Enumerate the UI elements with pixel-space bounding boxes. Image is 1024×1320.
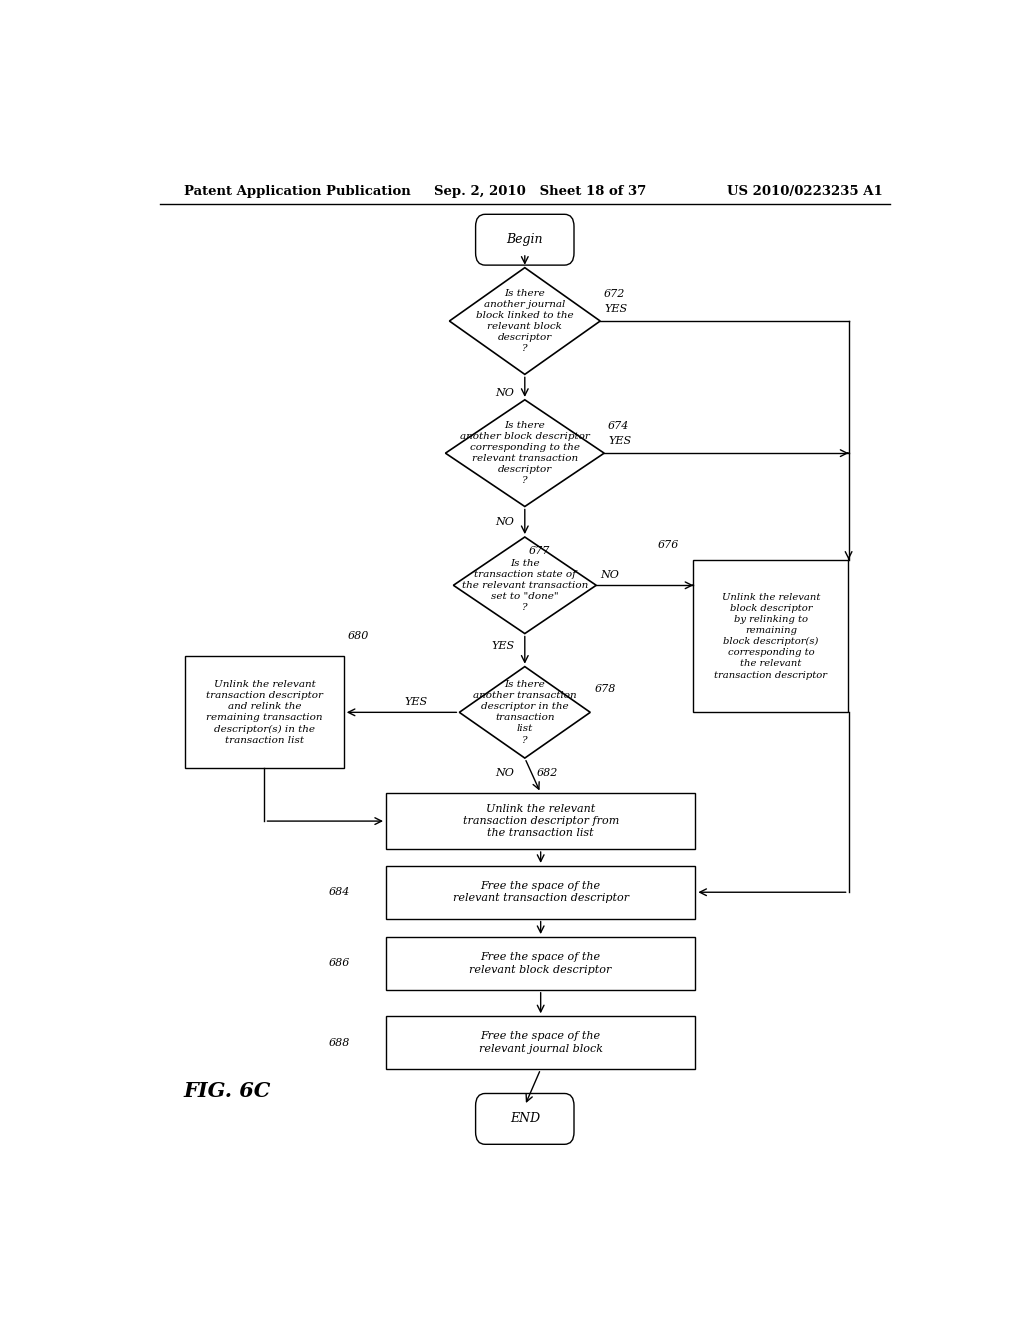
Text: Free the space of the
relevant block descriptor: Free the space of the relevant block des… [469, 952, 612, 974]
Text: 676: 676 [657, 540, 679, 549]
Text: 678: 678 [594, 685, 615, 694]
Text: YES: YES [604, 304, 628, 314]
Bar [386, 866, 695, 919]
FancyBboxPatch shape [475, 1093, 574, 1144]
Bar [185, 656, 344, 768]
Text: FIG. 6C: FIG. 6C [183, 1081, 271, 1101]
Text: Is there
another transaction
descriptor in the
transaction
list
?: Is there another transaction descriptor … [473, 680, 577, 744]
Text: 686: 686 [329, 958, 350, 969]
Text: US 2010/0223235 A1: US 2010/0223235 A1 [727, 185, 883, 198]
Text: Unlink the relevant
transaction descriptor
and relink the
remaining transaction
: Unlink the relevant transaction descript… [206, 680, 323, 744]
Text: Is there
another block descriptor
corresponding to the
relevant transaction
desc: Is there another block descriptor corres… [460, 421, 590, 486]
Polygon shape [445, 400, 604, 507]
Text: Free the space of the
relevant journal block: Free the space of the relevant journal b… [478, 1031, 603, 1053]
Text: Is there
another journal
block linked to the
relevant block
descriptor
?: Is there another journal block linked to… [476, 289, 573, 354]
Text: 680: 680 [348, 631, 370, 642]
Text: Free the space of the
relevant transaction descriptor: Free the space of the relevant transacti… [453, 880, 629, 903]
Text: Unlink the relevant
block descriptor
by relinking to
remaining
block descriptor(: Unlink the relevant block descriptor by … [715, 593, 827, 680]
Text: YES: YES [608, 436, 631, 446]
Polygon shape [454, 537, 596, 634]
Text: Begin: Begin [507, 234, 543, 247]
Polygon shape [450, 268, 600, 375]
Text: NO: NO [600, 570, 620, 579]
Text: Is the
transaction state of
the relevant transaction
set to "done"
?: Is the transaction state of the relevant… [462, 558, 588, 612]
Text: 674: 674 [608, 421, 630, 432]
Bar [386, 1016, 695, 1069]
Text: YES: YES [404, 697, 427, 708]
Text: Patent Application Publication: Patent Application Publication [183, 185, 411, 198]
Text: 682: 682 [537, 768, 558, 779]
Text: 688: 688 [329, 1038, 350, 1048]
Text: YES: YES [492, 640, 514, 651]
Bar [386, 793, 695, 849]
Polygon shape [460, 667, 590, 758]
FancyBboxPatch shape [475, 214, 574, 265]
Text: 677: 677 [528, 546, 550, 556]
Text: NO: NO [496, 388, 514, 397]
Text: 684: 684 [329, 887, 350, 898]
Text: NO: NO [496, 768, 514, 779]
Bar [386, 937, 695, 990]
Bar [693, 560, 848, 713]
Text: END: END [510, 1113, 540, 1126]
Text: NO: NO [496, 516, 514, 527]
Text: Unlink the relevant
transaction descriptor from
the transaction list: Unlink the relevant transaction descript… [463, 804, 618, 838]
Text: Sep. 2, 2010   Sheet 18 of 37: Sep. 2, 2010 Sheet 18 of 37 [433, 185, 646, 198]
Text: 672: 672 [604, 289, 626, 300]
